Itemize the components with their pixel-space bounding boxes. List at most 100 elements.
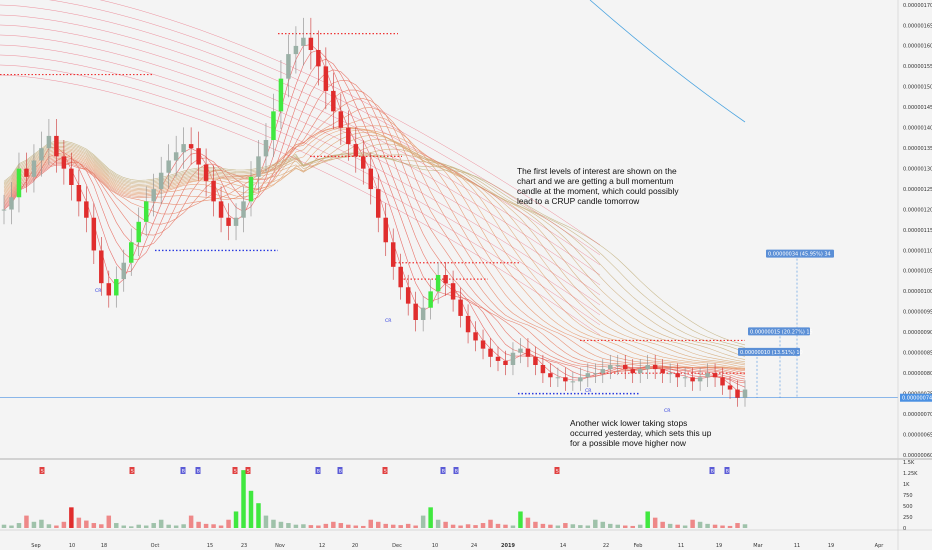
candle-body	[518, 348, 523, 353]
volume-bar	[525, 517, 531, 528]
candle	[1, 194, 7, 225]
volume-bar	[390, 524, 396, 528]
volume-bar	[24, 515, 29, 528]
sell-marker	[245, 467, 251, 474]
candle	[563, 367, 568, 391]
candle-body	[622, 365, 628, 370]
volume-bar	[630, 525, 635, 528]
candle-body	[293, 45, 299, 55]
candle	[136, 207, 141, 257]
candle-body	[593, 373, 598, 375]
volume-bar	[712, 524, 718, 528]
candle-body	[555, 377, 561, 379]
candle	[151, 173, 156, 217]
annotation-note-top: candle at the moment, which could possib…	[517, 186, 679, 196]
volume-bar	[331, 521, 336, 528]
price-tick-label: 0.00000100	[903, 289, 932, 295]
ma-ribbon-line	[3, 143, 746, 363]
volume-bar	[316, 525, 321, 528]
candle	[316, 30, 321, 86]
candle-body	[428, 291, 433, 308]
candle-body	[727, 385, 733, 390]
candle	[697, 367, 703, 391]
ma-ribbon-line	[3, 125, 746, 370]
volume-bar	[218, 525, 224, 528]
candle	[510, 342, 516, 376]
candle-body	[188, 144, 194, 149]
volume-bar	[555, 525, 561, 528]
candle-body	[420, 307, 426, 320]
ma-ribbon-line	[3, 116, 746, 372]
candle	[301, 17, 306, 66]
volume-bar	[69, 507, 74, 528]
price-tick-label: 0.00000170	[903, 3, 932, 9]
candle	[375, 173, 381, 233]
candle	[420, 295, 426, 332]
candle	[495, 346, 501, 372]
candle	[218, 186, 224, 233]
time-tick-label: Apr	[875, 543, 885, 549]
candle	[181, 127, 186, 169]
candle-body	[405, 287, 411, 304]
volume-bar	[241, 470, 246, 528]
candle	[278, 59, 284, 130]
annotation-note-top: chart and we are getting a bull momentum	[517, 176, 673, 186]
long-ma-line	[99, 0, 601, 246]
volume-bar	[645, 511, 650, 528]
volume-bar	[301, 524, 306, 528]
candle-body	[263, 140, 269, 157]
long-ma-line	[0, 54, 601, 316]
candle	[652, 354, 658, 380]
candle	[608, 354, 613, 380]
candle	[473, 321, 478, 352]
sell-marker-label: S	[41, 469, 44, 475]
volume-bar	[488, 519, 493, 528]
candle-body	[413, 303, 418, 320]
time-tick-label: 12	[319, 543, 325, 549]
annotation-note-bottom: occurred yesterday, which sets this up	[570, 428, 712, 438]
candle	[263, 123, 269, 173]
candle-body	[585, 373, 591, 378]
volume-bar	[188, 515, 194, 528]
volume-bar	[54, 525, 59, 528]
candle	[338, 93, 344, 145]
candle-body	[645, 365, 650, 370]
volume-tick-label: 500	[903, 504, 913, 510]
candle-body	[705, 373, 710, 378]
annotation-note-bottom: for a possible move higher now	[570, 438, 687, 448]
time-tick-label: Dec	[392, 543, 402, 549]
candle-body	[615, 365, 621, 366]
candle-body	[158, 172, 164, 190]
candle-body	[271, 111, 276, 140]
volume-bar	[46, 524, 52, 528]
volume-bar	[503, 524, 508, 528]
ma-ribbon-line	[3, 134, 746, 366]
buy-marker-label: B	[317, 469, 320, 475]
price-tick-label: 0.00000150	[903, 85, 932, 91]
buy-marker	[724, 467, 730, 474]
price-tick-label: 0.00000130	[903, 166, 932, 172]
sell-marker	[382, 467, 388, 474]
candle-body	[495, 356, 501, 361]
target-label: 0.00000015 (20.27%) 15	[750, 329, 813, 335]
volume-bar	[271, 519, 276, 528]
price-tick-label: 0.00000070	[903, 412, 932, 418]
candle-body	[697, 377, 703, 382]
candle-body	[510, 352, 516, 365]
price-tick-label: 0.00000110	[903, 248, 932, 254]
cr-marker: CR	[95, 288, 102, 294]
candle	[241, 186, 246, 233]
volume-bar	[16, 523, 22, 528]
candle	[585, 363, 591, 387]
target-label-box	[766, 249, 834, 258]
volume-bar	[593, 519, 598, 528]
candle	[465, 304, 471, 344]
candle	[600, 359, 606, 383]
candle-body	[99, 250, 104, 284]
time-tick-label: 20	[352, 543, 358, 549]
candle-body	[211, 180, 216, 202]
candle-body	[278, 78, 284, 112]
price-tick-label: 0.00000125	[903, 187, 932, 193]
candle	[158, 156, 164, 205]
